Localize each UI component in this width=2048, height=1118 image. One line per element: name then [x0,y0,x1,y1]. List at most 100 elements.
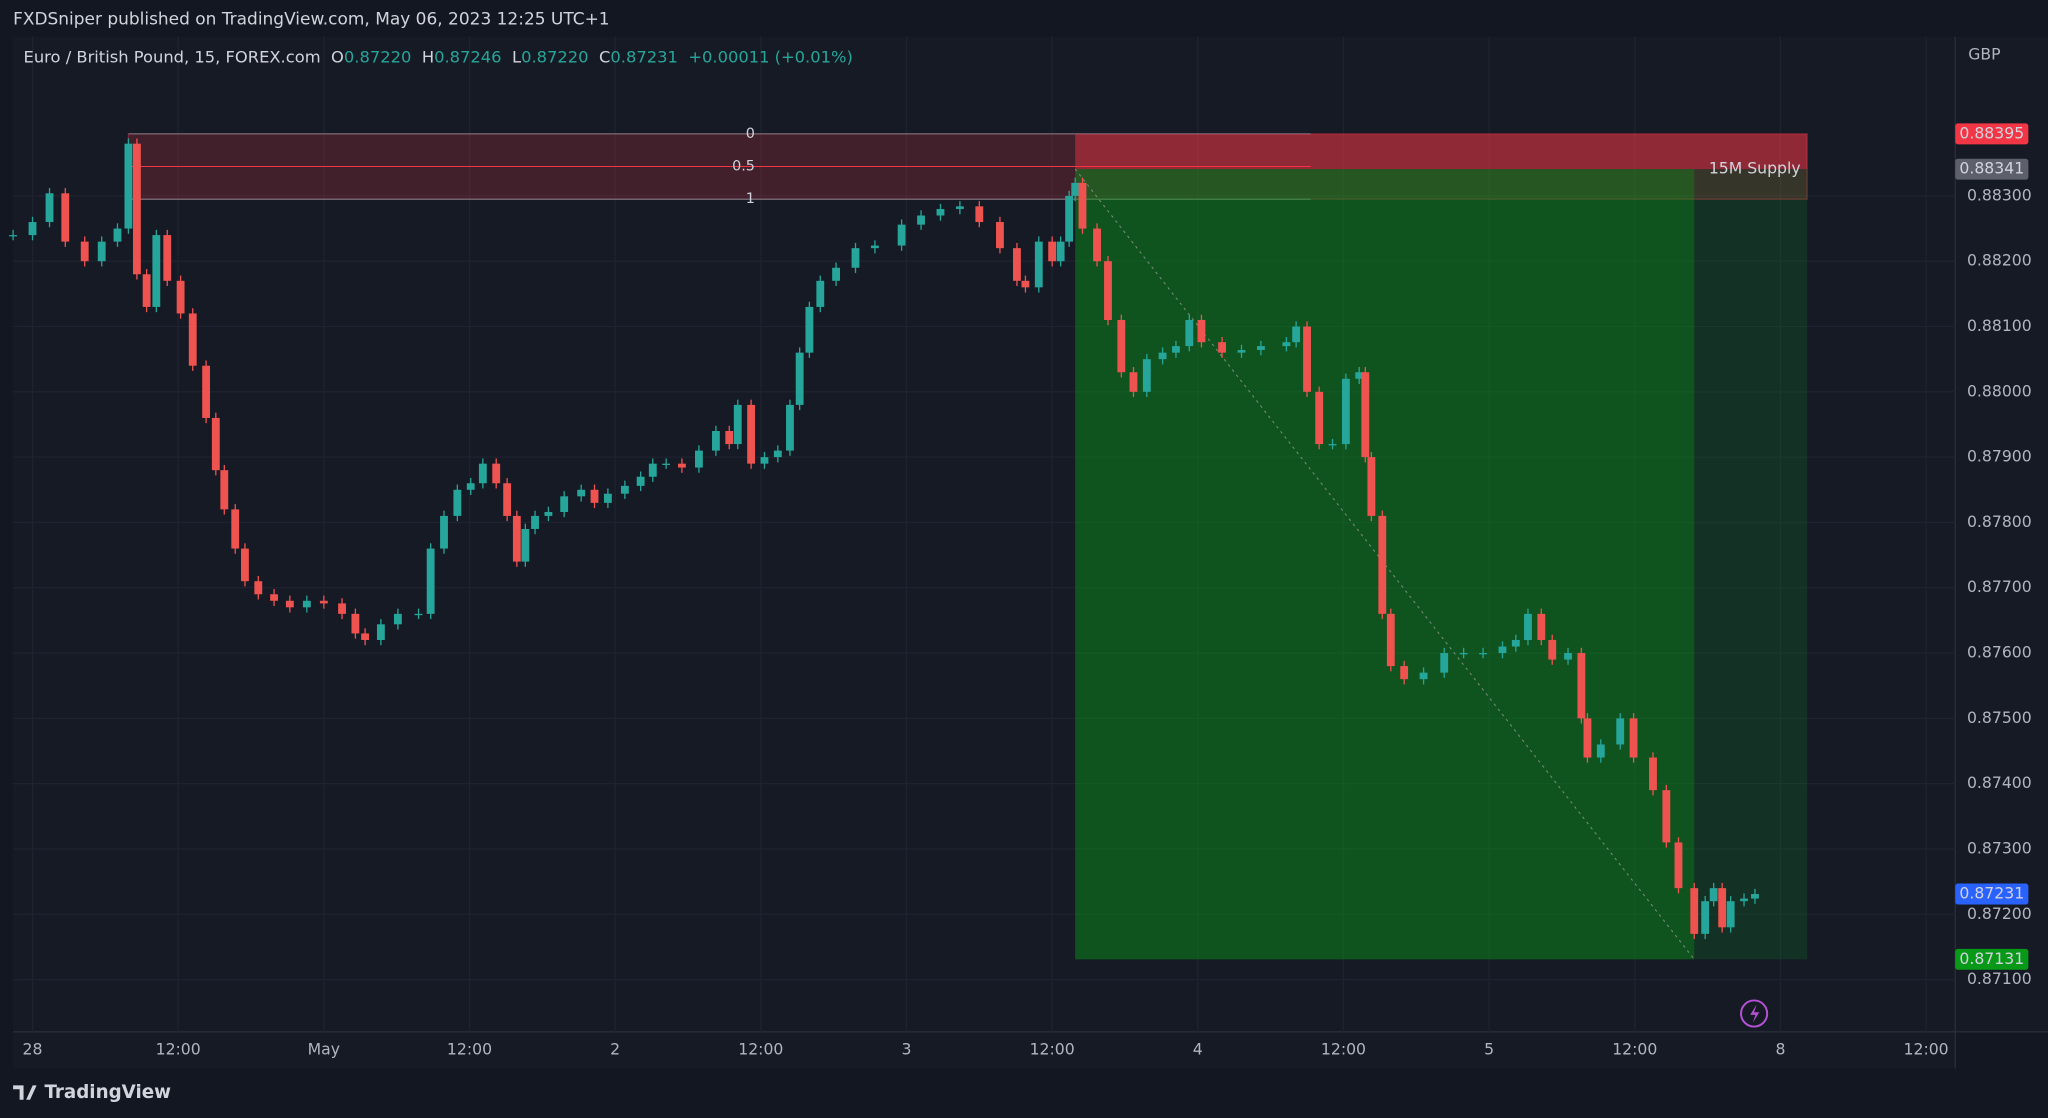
candle [1158,352,1167,360]
candle [1718,888,1727,928]
candle [620,485,629,494]
currency: GBP [1968,44,2000,63]
candle [176,280,185,314]
candle [1355,372,1364,379]
candle [577,489,586,497]
legend-value: 0.87220 [344,47,411,66]
candle [188,313,197,366]
candle [453,489,462,516]
candle [61,193,70,242]
y-tick-label: 0.87300 [1967,838,2032,857]
alert-circle[interactable] [1740,999,1769,1028]
candle [1479,653,1487,655]
candle [955,206,964,209]
candle [975,206,984,223]
y-tick-label: 0.87400 [1967,773,2032,792]
candle [1709,888,1718,902]
legend-key: L [512,47,521,66]
y-tick-label: 0.87600 [1967,643,2032,662]
candle [361,633,370,640]
candle [786,404,794,451]
candle [1378,515,1387,614]
x-tick-label: 12:00 [1904,1040,1949,1059]
fib-label: 1 [746,191,755,207]
y-tick-label: 0.87900 [1967,447,2032,466]
candle [1564,653,1572,660]
x-tick-label: 12:00 [1612,1040,1657,1059]
candle [270,594,278,601]
legend-value: 0.87220 [521,47,588,66]
candle [351,613,360,634]
logo-icon [13,1085,37,1100]
alert-bolt[interactable] [1750,1004,1760,1023]
x-tick-label: 12:00 [738,1040,783,1059]
candle [1056,241,1065,262]
candle [871,245,879,249]
candle [97,241,106,262]
candle [142,274,151,307]
candle [220,470,229,510]
candle [1701,901,1710,934]
candle [1197,319,1206,343]
candle [1341,378,1350,445]
candle [492,463,501,484]
candle [254,581,263,595]
candle [725,431,734,445]
candle [80,241,89,262]
candle [1048,241,1057,262]
candle [1524,613,1532,640]
candle [636,476,645,486]
candle [393,613,402,625]
candle [531,515,539,529]
published-by: FXDSniper published on TradingView.com, … [13,10,610,30]
y-tick-label: 0.87500 [1967,708,2032,727]
candle [1315,391,1324,445]
x-tick-label: 12:00 [1321,1040,1366,1059]
candle [1537,613,1546,640]
candle [996,222,1004,249]
x-tick-label: 12:00 [156,1040,201,1059]
x-tick-label: 3 [901,1040,911,1059]
candle [851,248,860,268]
candle [1328,444,1337,446]
candle [1361,372,1370,458]
candle [211,417,220,471]
candle [9,235,18,237]
candle [124,143,133,229]
y-tick-label: 0.88300 [1967,185,2032,204]
candle [1740,898,1748,902]
candle [28,222,37,236]
candle [711,431,720,451]
legend-key: C [599,47,610,66]
candle [1583,718,1592,758]
candle [1662,790,1671,843]
footer-logo: TradingView [13,1082,171,1103]
brand: TradingView [44,1082,171,1103]
candle [1419,672,1428,680]
candle [897,224,906,246]
price-label: 0.87131 [1959,949,2024,968]
candle [1440,653,1449,673]
candle [1185,319,1194,347]
stop-area [1075,133,1808,170]
y-tick-label: 0.87700 [1967,577,2032,596]
candle [1367,457,1376,516]
candle [440,515,448,549]
candle [1751,894,1759,899]
trade-path [1074,168,1695,960]
candle [1237,350,1246,353]
fib-label: 0.5 [732,159,755,175]
candle [1674,842,1683,889]
y-tick-label: 0.87800 [1967,512,2032,531]
fib-label: 0 [746,126,755,142]
alert-icon[interactable] [1740,999,1769,1028]
price-label: 0.88395 [1959,123,2024,142]
candle [414,613,423,616]
x-tick-label: 8 [1775,1040,1785,1059]
candle [544,511,553,516]
candle [773,450,782,458]
candle [285,600,294,608]
legend-value: 0.87246 [434,47,501,66]
y-tick-label: 0.88100 [1967,316,2032,335]
candle [1303,326,1311,392]
